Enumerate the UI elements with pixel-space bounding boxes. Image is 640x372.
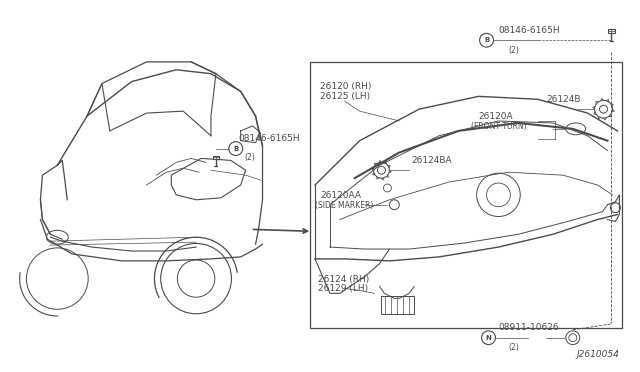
- Text: (SIDE MARKER): (SIDE MARKER): [315, 201, 373, 210]
- Text: N: N: [486, 335, 492, 341]
- Text: J2610054: J2610054: [577, 350, 620, 359]
- Circle shape: [481, 331, 495, 344]
- Text: (2): (2): [508, 343, 519, 352]
- Circle shape: [611, 203, 620, 212]
- Text: 26129 (LH): 26129 (LH): [318, 284, 368, 294]
- Text: 26120 (RH): 26120 (RH): [320, 83, 371, 92]
- Text: (2): (2): [244, 154, 255, 163]
- Circle shape: [486, 183, 510, 207]
- Circle shape: [378, 166, 385, 174]
- Ellipse shape: [566, 123, 586, 135]
- Text: B: B: [484, 37, 489, 43]
- Text: 08146-6165H: 08146-6165H: [499, 26, 560, 35]
- Circle shape: [383, 184, 392, 192]
- Text: 08146-6165H: 08146-6165H: [239, 134, 300, 142]
- Circle shape: [569, 334, 577, 341]
- Bar: [310, 62, 622, 328]
- Text: 26125 (LH): 26125 (LH): [320, 92, 370, 101]
- Text: B: B: [233, 145, 238, 151]
- FancyBboxPatch shape: [609, 29, 614, 32]
- Circle shape: [566, 331, 580, 344]
- FancyBboxPatch shape: [213, 155, 219, 159]
- Circle shape: [389, 200, 399, 210]
- Text: (FRONT TURN): (FRONT TURN): [470, 122, 526, 131]
- Text: 08911-10626: 08911-10626: [499, 323, 559, 332]
- Text: 26120A: 26120A: [479, 112, 513, 121]
- Text: 26124B: 26124B: [546, 95, 580, 104]
- Text: 26124 (RH): 26124 (RH): [318, 275, 369, 283]
- Circle shape: [600, 105, 607, 113]
- Text: 26120AA: 26120AA: [320, 191, 361, 200]
- Circle shape: [479, 33, 493, 47]
- Text: 26124BA: 26124BA: [412, 156, 452, 165]
- Circle shape: [477, 173, 520, 217]
- Text: (2): (2): [508, 46, 519, 55]
- Circle shape: [228, 142, 243, 155]
